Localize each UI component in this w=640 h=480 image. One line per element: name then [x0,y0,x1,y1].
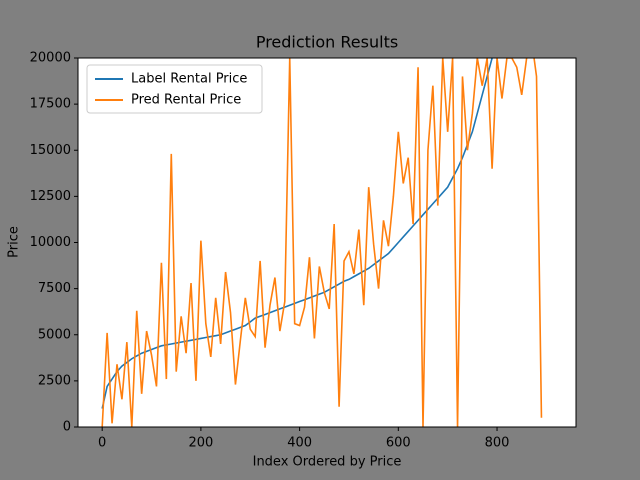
y-tick-label: 17500 [30,97,71,112]
x-tick-label: 0 [98,436,106,451]
chart-title: Prediction Results [256,33,398,52]
x-axis-label: Index Ordered by Price [253,455,402,470]
y-tick-label: 0 [63,420,71,435]
y-tick-label: 2500 [38,373,71,388]
y-axis-label: Price [7,226,22,258]
series-line [101,58,543,427]
legend-box [86,64,263,114]
y-tick-label: 7500 [38,281,71,296]
x-tick-label: 800 [485,436,510,451]
x-tick-label: 600 [386,436,411,451]
y-tick-label: 5000 [38,327,71,342]
y-tick-label: 10000 [30,235,71,250]
y-tick-label: 20000 [30,51,71,66]
plot-area [78,58,576,427]
legend-label: Pred Rental Price [131,93,241,108]
y-tick-label: 15000 [30,143,71,158]
x-tick-label: 400 [287,436,312,451]
x-tick-label: 200 [188,436,213,451]
series-group [101,58,543,427]
y-tick-label: 12500 [30,189,71,204]
legend-label: Label Rental Price [131,72,247,87]
